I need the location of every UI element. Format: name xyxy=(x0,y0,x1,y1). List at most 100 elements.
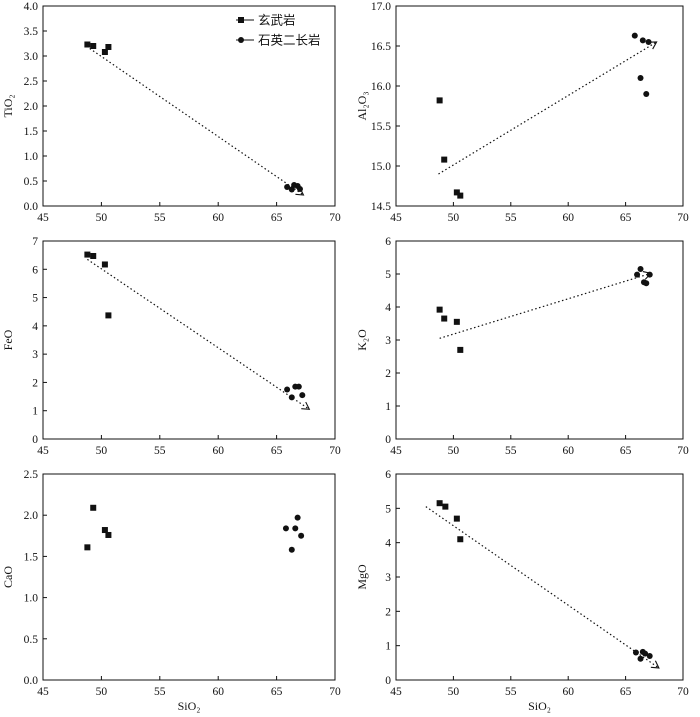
x-tick-label: 70 xyxy=(329,445,341,457)
trend-arrow xyxy=(425,506,660,669)
y-tick-label: 4.0 xyxy=(24,1,39,13)
y-tick-label: 6 xyxy=(32,264,38,276)
data-point-square xyxy=(457,346,464,353)
y-tick-label: 1 xyxy=(32,406,38,418)
data-point-circle xyxy=(288,394,295,401)
y-axis-label: MgO xyxy=(355,564,369,590)
data-point-square xyxy=(436,97,443,104)
plot-frame xyxy=(42,240,336,440)
panel-2: 45 50 55 60 65 70 14.5 15.0 15.5 16.0 16.5 17.0 Al₂O… xyxy=(355,1,689,224)
y-tick-label: 15.5 xyxy=(371,121,391,133)
trend-arrow xyxy=(89,48,305,196)
data-point-circle xyxy=(299,392,306,399)
data-point-square xyxy=(90,504,97,511)
y-tick-label: 14.5 xyxy=(371,201,391,213)
x-tick-label: 50 xyxy=(96,686,108,698)
x-tick-label: 45 xyxy=(37,445,49,457)
y-tick-label: 1.5 xyxy=(24,126,39,138)
x-tick-label: 70 xyxy=(677,445,689,457)
x-axis-label: SiO₂ xyxy=(528,699,551,713)
x-tick-label: 60 xyxy=(562,686,574,698)
data-point-square xyxy=(105,531,112,538)
data-point-square xyxy=(453,515,460,522)
y-tick-label: 0.0 xyxy=(24,675,39,687)
data-point-circle xyxy=(646,271,653,278)
y-tick-label: 1.0 xyxy=(24,593,39,605)
data-point-square xyxy=(105,44,112,50)
plot-frame xyxy=(395,5,684,207)
legend-item: 玄武岩 xyxy=(236,13,296,28)
panel-1: 45 50 55 60 65 70 0.0 0.5 1.0 1.5 2.0 2.5 3.0 3.5 4.0 T… xyxy=(1,1,341,224)
data-point-square xyxy=(457,536,464,543)
data-point-circle xyxy=(643,280,650,287)
x-tick-label: 60 xyxy=(562,212,574,224)
y-tick-label: 5 xyxy=(385,269,391,281)
y-tick-label: 2 xyxy=(32,377,38,389)
y-tick-label: 1.0 xyxy=(24,151,39,163)
y-tick-label: 2 xyxy=(385,368,391,380)
data-point-circle xyxy=(284,184,291,190)
y-axis-label: Al₂O₃ xyxy=(355,91,369,120)
y-tick-label: 2.5 xyxy=(24,76,39,88)
x-tick-label: 45 xyxy=(37,212,49,224)
x-tick-label: 50 xyxy=(96,445,108,457)
y-tick-label: 1.5 xyxy=(24,551,39,563)
x-tick-label: 50 xyxy=(448,686,460,698)
data-point-circle xyxy=(634,271,641,278)
data-point-square xyxy=(105,312,112,319)
x-tick-label: 55 xyxy=(505,445,517,457)
x-tick-label: 45 xyxy=(390,445,402,457)
data-point-circle xyxy=(637,266,644,273)
y-tick-label: 3 xyxy=(32,349,38,361)
x-tick-label: 60 xyxy=(212,686,224,698)
data-point-square xyxy=(453,189,460,196)
data-point-circle xyxy=(288,546,295,553)
legend-label: 玄武岩 xyxy=(258,13,296,28)
data-point-square xyxy=(84,41,91,48)
y-tick-label: 0.5 xyxy=(24,176,39,188)
y-tick-label: 15.0 xyxy=(371,161,391,173)
data-point-square xyxy=(441,156,448,163)
y-tick-label: 1 xyxy=(385,401,391,413)
data-point-circle xyxy=(632,649,639,656)
x-tick-label: 50 xyxy=(96,212,108,224)
x-tick-label: 55 xyxy=(505,212,517,224)
trend-arrow xyxy=(438,41,658,175)
x-tick-label: 65 xyxy=(620,212,632,224)
data-point-square xyxy=(453,318,460,325)
x-tick-label: 55 xyxy=(154,686,166,698)
y-tick-label: 6 xyxy=(385,236,391,248)
y-tick-label: 4 xyxy=(385,302,391,314)
data-point-circle xyxy=(637,75,644,81)
y-tick-label: 7 xyxy=(32,236,38,248)
y-axis-label: TiO₂ xyxy=(1,94,15,117)
y-tick-label: 1 xyxy=(385,641,391,653)
data-point-square xyxy=(90,43,97,49)
data-point-circle xyxy=(284,386,291,393)
x-tick-label: 65 xyxy=(620,445,632,457)
plot-frame xyxy=(42,473,336,681)
y-tick-label: 0 xyxy=(385,434,391,446)
data-point-square xyxy=(101,527,108,534)
data-point-square xyxy=(101,49,108,55)
y-axis-label: CaO xyxy=(1,566,15,588)
data-point-square xyxy=(101,261,108,268)
y-tick-label: 0 xyxy=(32,434,38,446)
y-tick-label: 3 xyxy=(385,572,391,584)
x-tick-label: 65 xyxy=(271,212,283,224)
x-tick-label: 50 xyxy=(448,212,460,224)
y-axis-label: K₂O xyxy=(355,329,369,351)
x-tick-label: 45 xyxy=(390,686,402,698)
y-tick-label: 3.5 xyxy=(24,26,39,38)
data-point-square xyxy=(436,500,443,507)
y-tick-label: 16.0 xyxy=(371,81,391,93)
x-tick-label: 45 xyxy=(390,212,402,224)
panel-5: 45 50 55 60 65 70 0.0 0.5 1.0 1.5 2.0 2.5 CaO SiO₂ xyxy=(1,469,341,713)
x-tick-label: 65 xyxy=(620,686,632,698)
trend-arrow xyxy=(439,271,652,339)
y-tick-label: 4 xyxy=(385,538,391,550)
